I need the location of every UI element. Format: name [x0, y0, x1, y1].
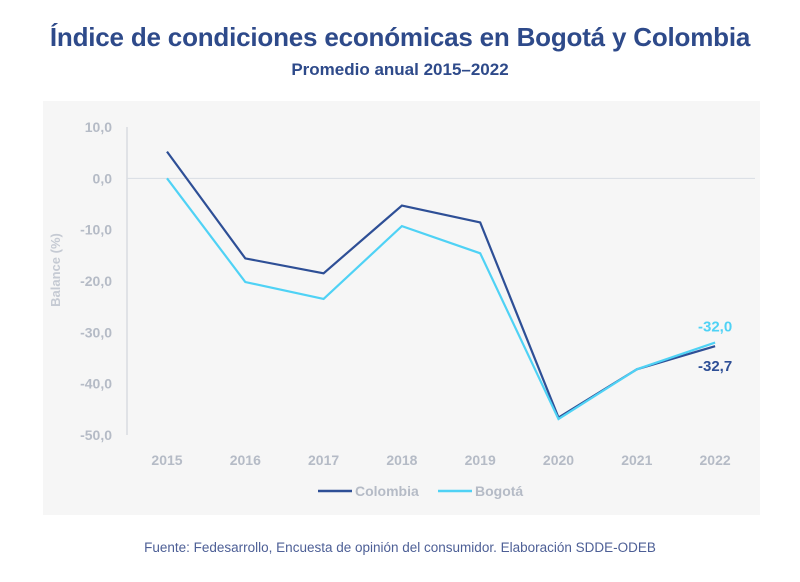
y-tick-label: -40,0 [80, 376, 112, 392]
y-tick-label: -10,0 [80, 222, 112, 238]
plot-panel [43, 101, 760, 515]
legend-label: Colombia [355, 483, 419, 499]
x-tick-label: 2019 [465, 452, 496, 468]
legend: Colombia Bogotá [318, 483, 523, 499]
legend-label: Bogotá [475, 483, 523, 499]
y-tick-label: -50,0 [80, 427, 112, 443]
chart-subtitle: Promedio anual 2015–2022 [291, 60, 509, 79]
data-label: -32,7 [698, 358, 732, 375]
data-label: -32,0 [698, 319, 732, 336]
y-tick-label: -30,0 [80, 324, 112, 340]
axes: 10,0 0,0 -10,0 -20,0 -30,0 -40,0 -50,0 2015 2016… [48, 119, 755, 468]
x-tick-label: 2018 [386, 452, 417, 468]
x-tick-label: 2015 [151, 452, 182, 468]
x-tick-label: 2016 [230, 452, 261, 468]
y-tick-label: 0,0 [93, 170, 113, 186]
series-line-bogot [166, 177, 716, 421]
y-tick-label: -20,0 [80, 273, 112, 289]
y-tick-label: 10,0 [85, 119, 112, 135]
x-tick-label: 2022 [700, 452, 731, 468]
x-tick-label: 2017 [308, 452, 339, 468]
x-tick-label: 2021 [621, 452, 652, 468]
series-group [166, 150, 716, 421]
data-labels: -32,0 -32,7 [698, 319, 732, 376]
chart-title: Índice de condiciones económicas en Bogo… [49, 22, 751, 52]
series-line-colombia [166, 150, 716, 420]
source-note: Fuente: Fedesarrollo, Encuesta de opinió… [144, 540, 656, 555]
y-axis-label: Balance (%) [48, 233, 63, 307]
x-tick-label: 2020 [543, 452, 574, 468]
